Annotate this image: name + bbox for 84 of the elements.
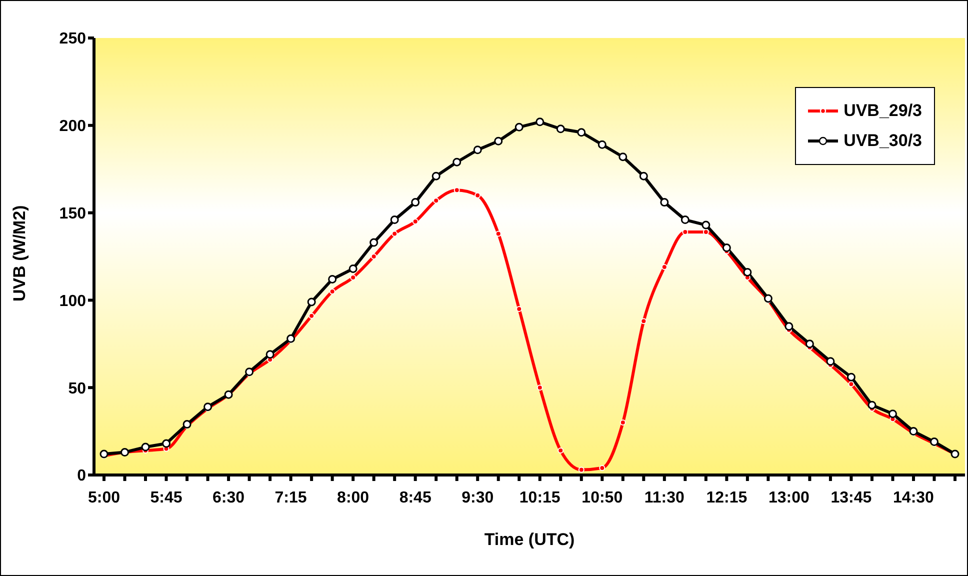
y-axis-title: UVB (W/M2) [10, 205, 30, 302]
point [556, 124, 565, 134]
point [640, 318, 647, 324]
point [329, 288, 336, 294]
point [805, 340, 814, 348]
point [328, 274, 337, 284]
x-tick-label: 5:45 [150, 489, 182, 506]
point [454, 187, 460, 194]
point [266, 350, 274, 359]
point [577, 128, 586, 137]
point [702, 229, 709, 236]
point [848, 381, 854, 388]
legend-label: UVB_30/3 [844, 131, 922, 151]
point [516, 306, 522, 312]
point [620, 420, 626, 426]
y-tick-label: 250 [59, 30, 86, 48]
point [412, 218, 418, 225]
point [722, 244, 731, 252]
point [743, 268, 752, 276]
point [536, 384, 543, 391]
point [660, 198, 669, 207]
point [558, 448, 564, 454]
point [868, 400, 876, 410]
y-tick-label: 150 [59, 205, 86, 222]
x-tick-label: 6:30 [212, 489, 245, 506]
point [495, 230, 502, 237]
point [514, 122, 524, 132]
point [474, 192, 481, 198]
point [888, 410, 897, 418]
point [618, 152, 628, 162]
point [370, 238, 378, 247]
x-tick-label: 14:30 [893, 489, 934, 506]
point [578, 466, 584, 473]
point [909, 427, 918, 436]
y-tick-label: 100 [59, 292, 86, 310]
point [826, 357, 835, 366]
point [100, 450, 108, 458]
point [846, 372, 856, 382]
point [639, 172, 648, 180]
point [411, 198, 420, 207]
point [307, 298, 316, 306]
point [286, 334, 296, 343]
point [204, 402, 212, 412]
legend-label: UVB_29/3 [844, 101, 922, 121]
x-tick-label: 7:15 [274, 489, 307, 506]
point [930, 438, 938, 446]
x-tick-label: 10:15 [519, 489, 560, 506]
x-tick-label: 9:30 [462, 489, 494, 506]
point [661, 264, 668, 270]
point [764, 294, 772, 303]
y-tick-label: 0 [77, 468, 86, 485]
point [350, 274, 356, 280]
point [308, 312, 315, 319]
point [390, 216, 399, 224]
point [348, 264, 358, 273]
y-tick-label: 50 [68, 380, 86, 398]
point [432, 172, 440, 180]
point [433, 198, 440, 204]
y-tick-label: 200 [59, 118, 86, 136]
point [680, 216, 690, 224]
x-tick-label: 8:45 [399, 489, 432, 506]
x-tick-label: 11:30 [644, 489, 685, 506]
x-tick-label: 13:45 [830, 489, 872, 506]
point [599, 465, 606, 472]
x-tick-label: 10:50 [582, 489, 623, 506]
x-tick-label: 12:15 [706, 489, 748, 506]
point [598, 140, 606, 149]
x-tick-label: 5:00 [88, 489, 120, 506]
x-axis-title: Time (UTC) [484, 530, 575, 549]
point [182, 420, 192, 429]
point [245, 368, 254, 376]
point [784, 322, 794, 331]
point [473, 146, 482, 154]
point [702, 220, 710, 230]
point [452, 158, 462, 166]
point [536, 118, 544, 126]
point [682, 229, 688, 236]
point [141, 442, 150, 452]
point [494, 136, 503, 146]
point [162, 439, 171, 448]
point [370, 254, 377, 260]
point [392, 230, 398, 237]
x-tick-label: 8:00 [337, 489, 370, 506]
x-tick-label: 13:00 [768, 489, 810, 506]
